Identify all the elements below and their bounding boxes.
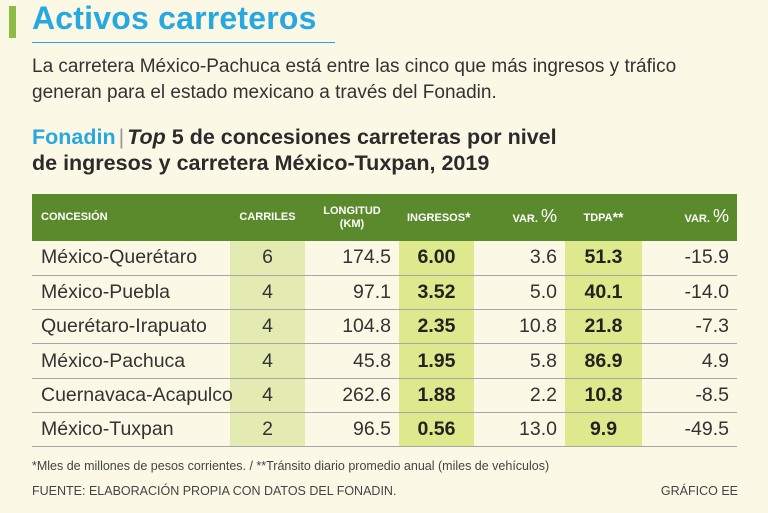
footnote: *Mles de millones de pesos corrientes. /… — [32, 459, 550, 473]
cell-var-tdpa: -14.0 — [642, 275, 737, 311]
table-row: México-Puebla 4 97.1 3.52 5.0 40.1 -14.0 — [32, 275, 737, 311]
col-header-var-label-2: VAR. — [684, 212, 710, 225]
cell-var-ingresos: 2.2 — [474, 378, 565, 413]
source-line: FUENTE: ELABORACIÓN PROPIA CON DATOS DEL… — [32, 484, 397, 498]
col-header-carriles: CARRILES — [239, 211, 296, 223]
accent-bar — [9, 6, 16, 38]
col-header-longitud: LONGITUD (KM) — [305, 194, 399, 241]
cell-var-tdpa: -15.9 — [642, 241, 737, 276]
cell-ingresos: 6.00 — [399, 241, 474, 276]
cell-carriles: 2 — [230, 412, 305, 448]
title-separator: | — [118, 125, 125, 149]
table-row: Cuernavaca-Acapulco 4 262.6 1.88 2.2 10.8 -8.5 — [32, 378, 737, 413]
cell-longitud: 96.5 — [305, 412, 399, 448]
cell-ingresos: 2.35 — [399, 309, 474, 345]
cell-concesion: México-Pachuca — [32, 343, 230, 379]
cell-concesion: Querétaro-Irapuato — [32, 309, 230, 345]
col-header-var-tdpa: VAR. % — [642, 194, 737, 241]
lede-text: La carretera México-Pachuca está entre l… — [32, 56, 677, 103]
cell-tdpa: 51.3 — [565, 241, 642, 276]
cell-var-ingresos: 3.6 — [474, 241, 565, 276]
cell-var-tdpa: -49.5 — [642, 412, 737, 448]
cell-ingresos: 1.95 — [399, 343, 474, 379]
col-header-var-pct: % — [540, 205, 557, 226]
cell-var-tdpa: -8.5 — [642, 378, 737, 413]
cell-concesion: México-Querétaro — [32, 241, 230, 276]
col-header-ingresos: INGRESOS* — [399, 194, 474, 241]
cell-ingresos: 1.88 — [399, 378, 474, 413]
concessions-table: CONCESIÓN CARRILES LONGITUD (KM) INGRESOS… — [32, 194, 737, 448]
cell-var-ingresos: 13.0 — [474, 412, 565, 448]
cell-var-ingresos: 5.8 — [474, 343, 565, 379]
chart-title-line1: 5 de concesiones carreteras por nivel — [165, 125, 557, 149]
cell-carriles: 6 — [230, 241, 305, 276]
col-header-var-ingresos: VAR. % — [474, 194, 565, 241]
col-header-longitud-line1: LONGITUD — [323, 204, 381, 217]
cell-var-tdpa: -7.3 — [642, 309, 737, 345]
chart-title-italic: Top — [127, 125, 166, 149]
table-body: México-Querétaro 6 174.5 6.00 3.6 51.3 -15.9 Mé… — [32, 241, 737, 448]
graphic-credit: GRÁFICO EE — [660, 484, 738, 498]
cell-carriles: 4 — [230, 309, 305, 345]
page-title: Activos carreteros — [32, 0, 317, 36]
cell-carriles: 4 — [230, 343, 305, 379]
cell-var-tdpa: 4.9 — [642, 343, 737, 379]
col-header-ingresos-label: INGRESOS — [407, 211, 466, 224]
cell-tdpa: 21.8 — [565, 309, 642, 345]
col-header-var-label: VAR. — [512, 212, 538, 225]
col-header-concesion: CONCESIÓN — [41, 211, 108, 223]
cell-longitud: 104.8 — [305, 309, 399, 345]
cell-ingresos: 0.56 — [399, 412, 474, 448]
cell-concesion: México-Puebla — [32, 275, 230, 311]
table-row: México-Querétaro 6 174.5 6.00 3.6 51.3 -15.9 — [32, 241, 737, 276]
chart-source-label: Fonadin — [32, 125, 116, 149]
cell-tdpa: 10.8 — [565, 378, 642, 413]
cell-tdpa: 86.9 — [565, 343, 642, 379]
table-row: Querétaro-Irapuato 4 104.8 2.35 10.8 21.8 -7.3 — [32, 309, 737, 345]
col-header-tdpa: TDPA** — [565, 194, 642, 241]
table-row: México-Pachuca 4 45.8 1.95 5.8 86.9 4.9 — [32, 343, 737, 379]
table-row: México-Tuxpan 2 96.5 0.56 13.0 9.9 -49.5 — [32, 412, 737, 448]
cell-var-ingresos: 10.8 — [474, 309, 565, 345]
cell-carriles: 4 — [230, 275, 305, 311]
cell-longitud: 174.5 — [305, 241, 399, 276]
col-header-longitud-line2: (KM) — [339, 217, 365, 230]
chart-title: Fonadin | Top 5 de concesiones carreteras … — [32, 124, 752, 176]
cell-longitud: 97.1 — [305, 275, 399, 311]
cell-tdpa: 40.1 — [565, 275, 642, 311]
table-header-row: CONCESIÓN CARRILES LONGITUD (KM) INGRESOS… — [32, 194, 737, 241]
col-header-tdpa-mark: ** — [612, 208, 624, 225]
col-header-ingresos-mark: * — [465, 208, 471, 225]
cell-longitud: 262.6 — [305, 378, 399, 413]
cell-ingresos: 3.52 — [399, 275, 474, 311]
cell-carriles: 4 — [230, 378, 305, 413]
cell-concesion: Cuernavaca-Acapulco — [32, 378, 233, 413]
title-rule — [32, 42, 335, 43]
col-header-var-pct-2: % — [712, 205, 729, 226]
cell-longitud: 45.8 — [305, 343, 399, 379]
cell-concesion: México-Tuxpan — [32, 412, 230, 448]
cell-tdpa: 9.9 — [565, 412, 642, 448]
chart-title-line2: de ingresos y carretera México-Tuxpan, 2… — [32, 151, 490, 175]
cell-var-ingresos: 5.0 — [474, 275, 565, 311]
col-header-tdpa-label: TDPA — [583, 211, 613, 224]
